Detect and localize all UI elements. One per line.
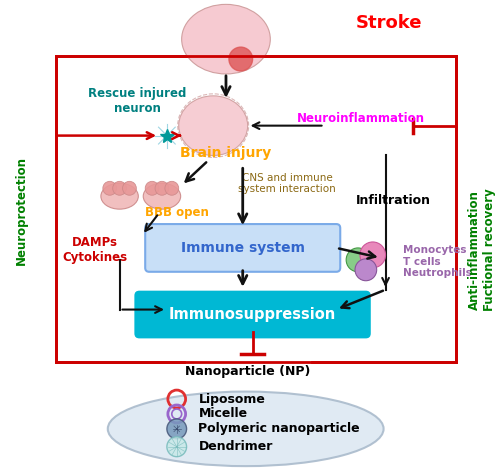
Circle shape <box>360 242 386 268</box>
Ellipse shape <box>101 183 138 209</box>
Text: Monocytes
T cells
Neutrophils: Monocytes T cells Neutrophils <box>404 245 472 278</box>
Text: Dendrimer: Dendrimer <box>198 440 273 453</box>
Text: Immunosuppression: Immunosuppression <box>169 307 336 322</box>
Circle shape <box>145 181 159 195</box>
Ellipse shape <box>178 96 248 155</box>
Text: DAMPs
Cytokines: DAMPs Cytokines <box>62 236 128 264</box>
Circle shape <box>167 419 186 439</box>
Circle shape <box>165 181 178 195</box>
Text: Neuroprotection: Neuroprotection <box>14 155 28 265</box>
Ellipse shape <box>108 391 384 466</box>
Ellipse shape <box>143 183 180 209</box>
FancyBboxPatch shape <box>145 224 340 272</box>
Text: Liposome: Liposome <box>198 392 266 406</box>
Text: Nanoparticle (NP): Nanoparticle (NP) <box>185 365 310 378</box>
Bar <box>56 56 456 362</box>
FancyBboxPatch shape <box>134 291 371 338</box>
Ellipse shape <box>182 4 270 74</box>
Circle shape <box>346 248 370 272</box>
Text: Infiltration: Infiltration <box>356 194 431 207</box>
Text: Immune system: Immune system <box>180 241 304 255</box>
Text: BBB open: BBB open <box>145 206 208 219</box>
Circle shape <box>112 181 126 195</box>
Circle shape <box>167 437 186 457</box>
Circle shape <box>103 181 117 195</box>
Text: Anti-inflammation
Fuctional recovery: Anti-inflammation Fuctional recovery <box>468 188 496 311</box>
Circle shape <box>122 181 136 195</box>
Text: Rescue injured
neuron: Rescue injured neuron <box>88 87 186 115</box>
Text: Stroke: Stroke <box>356 14 422 32</box>
Text: Micelle: Micelle <box>198 407 248 421</box>
Circle shape <box>155 181 169 195</box>
Text: Neuroinflammation: Neuroinflammation <box>297 112 425 125</box>
Text: Polymeric nanoparticle: Polymeric nanoparticle <box>198 422 360 435</box>
Text: Brain injury: Brain injury <box>180 146 272 161</box>
Circle shape <box>229 47 252 71</box>
Circle shape <box>355 259 376 281</box>
Text: CNS and immune
system interaction: CNS and immune system interaction <box>238 172 336 194</box>
